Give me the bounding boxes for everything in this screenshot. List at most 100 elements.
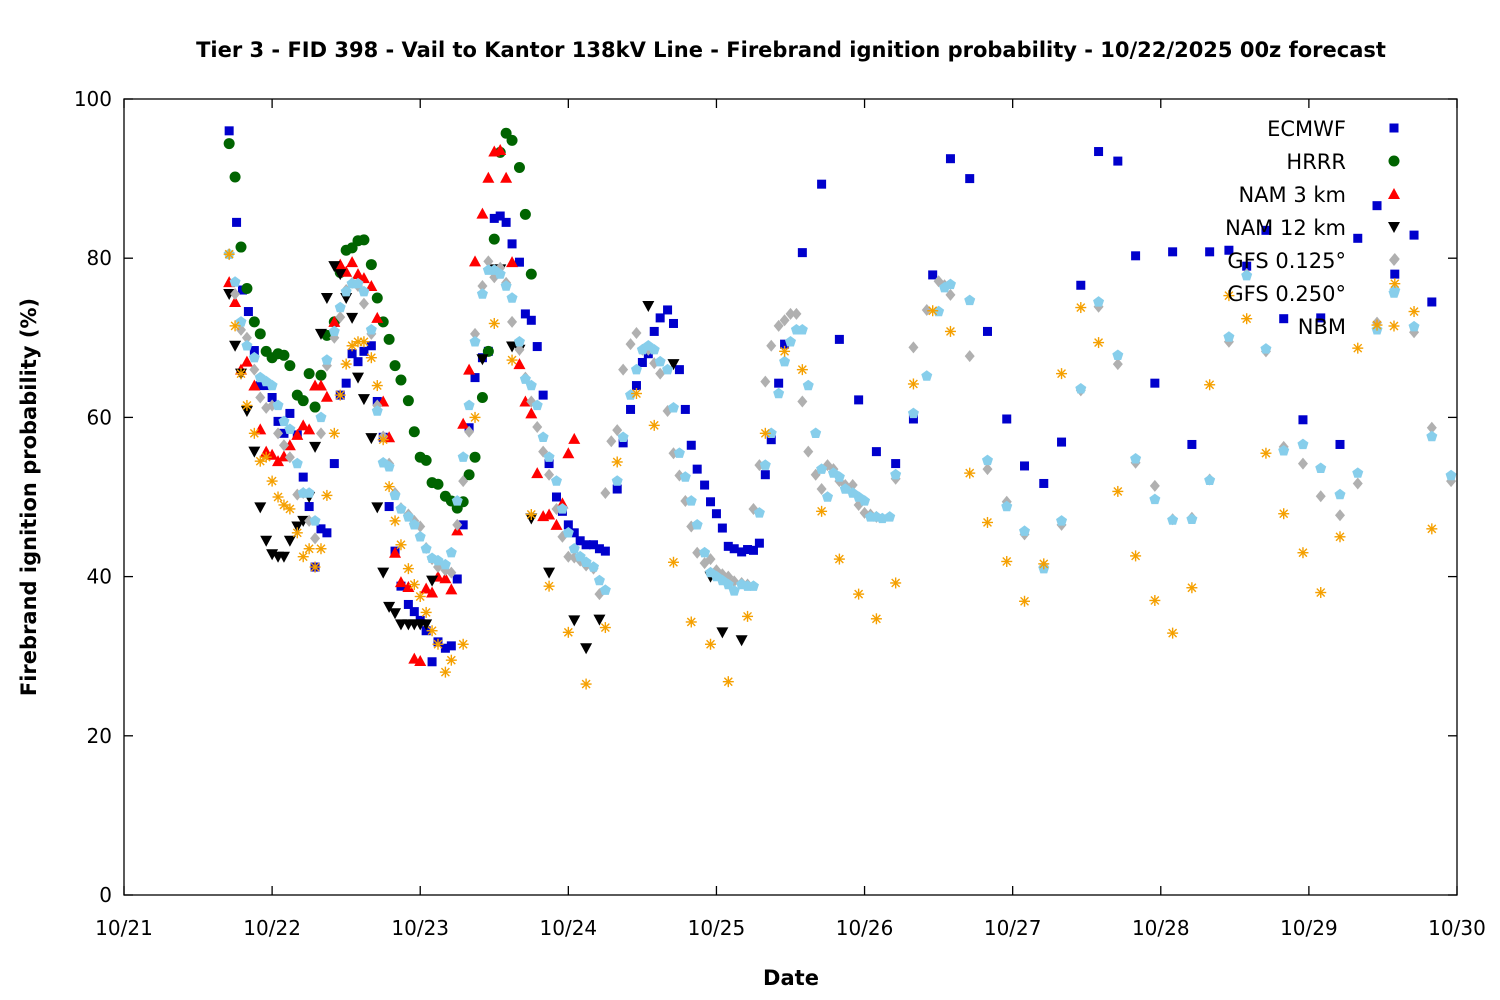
- data-point-gfs-0-250: [588, 561, 600, 572]
- data-point-gfs-0-250: [408, 519, 420, 530]
- data-point-hrrr: [420, 454, 432, 466]
- data-point-gfs-0-250: [1130, 452, 1142, 464]
- data-point-nam-12-km: [314, 328, 327, 340]
- data-point-nam-12-km: [716, 627, 729, 639]
- data-point-ecmwf: [458, 520, 468, 530]
- data-point-ecmwf: [780, 339, 790, 349]
- data-point-nbm: [870, 613, 882, 625]
- data-point-nam-3-km: [328, 315, 341, 327]
- data-point-nam-3-km: [550, 518, 563, 530]
- data-point-gfs-0-250: [266, 379, 278, 391]
- data-point-nam-12-km: [383, 601, 396, 613]
- data-point-nam-3-km: [463, 363, 476, 375]
- data-point-nbm: [779, 345, 791, 357]
- data-point-nbm: [266, 475, 278, 487]
- data-point-ecmwf: [663, 305, 673, 315]
- data-point-nbm: [272, 491, 284, 503]
- data-point-ecmwf: [1187, 439, 1197, 449]
- data-point-gfs-0-125: [532, 420, 543, 433]
- legend-label-hrrr: HRRR: [1286, 150, 1346, 174]
- data-point-nbm: [890, 577, 902, 589]
- data-point-gfs-0-250: [816, 463, 828, 474]
- data-point-hrrr: [309, 401, 321, 413]
- data-point-gfs-0-250: [1334, 488, 1346, 500]
- data-point-nbm: [599, 622, 611, 634]
- data-point-gfs-0-250: [519, 373, 531, 384]
- data-point-gfs-0-250: [1167, 514, 1179, 525]
- data-point-nbm: [1334, 531, 1346, 543]
- data-point-hrrr: [235, 241, 247, 253]
- data-point-gfs-0-125: [507, 315, 518, 328]
- data-point-nam-3-km: [320, 390, 333, 402]
- data-point-gfs-0-250: [617, 431, 629, 442]
- data-point-gfs-0-125: [255, 391, 266, 404]
- data-point-ecmwf: [316, 524, 326, 534]
- data-point-nam-12-km: [389, 608, 402, 620]
- data-point-gfs-0-125: [446, 566, 457, 579]
- data-point-gfs-0-250: [402, 511, 414, 522]
- data-point-nam-3-km: [394, 576, 407, 588]
- data-point-gfs-0-250: [1056, 515, 1068, 526]
- data-point-gfs-0-250: [1223, 331, 1235, 342]
- data-point-nam-12-km: [352, 372, 365, 384]
- data-point-nbm: [685, 616, 697, 628]
- data-point-gfs-0-250: [1426, 430, 1438, 442]
- data-point-ecmwf: [637, 357, 647, 367]
- data-point-nbm: [432, 638, 444, 650]
- data-point-gfs-0-125: [452, 518, 463, 531]
- data-point-gfs-0-250: [1260, 343, 1272, 354]
- data-point-ecmwf: [243, 307, 253, 317]
- data-point-gfs-0-250: [1204, 474, 1216, 485]
- data-point-gfs-0-250: [248, 351, 260, 363]
- data-point-gfs-0-250: [278, 415, 290, 427]
- data-point-nbm: [1019, 595, 1031, 607]
- data-point-gfs-0-250: [580, 556, 592, 567]
- y-tick-label: 100: [74, 87, 112, 111]
- data-point-ecmwf: [612, 484, 622, 494]
- data-point-gfs-0-250: [513, 335, 525, 347]
- data-point-ecmwf: [700, 480, 710, 490]
- data-point-gfs-0-250: [556, 503, 568, 514]
- data-point-ecmwf: [774, 378, 784, 388]
- data-point-gfs-0-125: [816, 483, 827, 496]
- data-point-ecmwf: [1390, 269, 1400, 279]
- data-point-gfs-0-250: [779, 355, 791, 367]
- data-point-gfs-0-125: [982, 463, 993, 476]
- data-point-nbm: [291, 527, 303, 539]
- data-point-ecmwf: [1372, 201, 1382, 211]
- data-point-gfs-0-250: [358, 285, 370, 297]
- data-point-ecmwf: [298, 472, 308, 482]
- data-point-gfs-0-250: [568, 542, 580, 554]
- data-point-gfs-0-250: [1352, 467, 1364, 478]
- data-point-nam-12-km: [543, 567, 556, 579]
- data-point-ecmwf: [908, 414, 918, 424]
- data-point-nbm: [254, 455, 266, 467]
- data-point-gfs-0-250: [1112, 349, 1124, 360]
- data-point-nbm: [722, 676, 734, 688]
- data-point-ecmwf: [1409, 230, 1419, 240]
- data-point-hrrr: [525, 268, 537, 280]
- data-point-ecmwf: [341, 378, 351, 388]
- data-point-ecmwf: [421, 626, 431, 636]
- legend-symbol-nbm: [1388, 320, 1400, 332]
- legend-label-gfs-0-125: GFS 0.125°: [1227, 249, 1346, 273]
- data-point-gfs-0-250: [667, 402, 680, 413]
- data-point-gfs-0-125: [230, 288, 241, 301]
- data-point-ecmwf: [526, 315, 536, 325]
- data-point-ecmwf: [834, 334, 844, 344]
- data-point-ecmwf: [631, 381, 641, 391]
- data-point-nbm: [907, 378, 919, 390]
- data-point-hrrr: [506, 134, 518, 146]
- data-point-nbm: [365, 352, 377, 364]
- data-point-nbm: [1371, 319, 1383, 331]
- data-point-nbm: [383, 481, 395, 493]
- data-point-nbm: [340, 358, 352, 370]
- data-point-nbm: [321, 489, 333, 501]
- data-point-ecmwf: [563, 520, 573, 530]
- data-point-gfs-0-250: [414, 531, 426, 542]
- data-point-ecmwf: [384, 502, 394, 512]
- data-point-nbm: [297, 551, 309, 563]
- data-point-gfs-0-125: [1334, 509, 1345, 522]
- data-point-gfs-0-125: [241, 331, 252, 344]
